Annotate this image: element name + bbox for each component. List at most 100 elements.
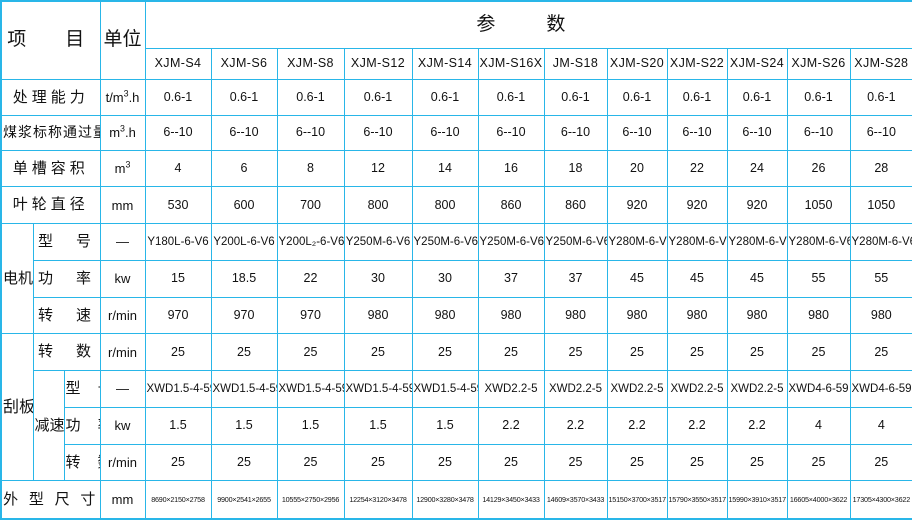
cell: 920 bbox=[666, 186, 728, 225]
model-header-5: XJM-S14 bbox=[411, 47, 479, 80]
cell: 9900×2541×2655 bbox=[210, 480, 278, 520]
group-label-scraper: 刮板机构 bbox=[0, 333, 34, 482]
header-parameter-label: 参 数 bbox=[144, 0, 912, 49]
cell: 0.6-1 bbox=[543, 78, 608, 117]
cell: 0.6-1 bbox=[210, 78, 278, 117]
cell: 17305×4300×3622 bbox=[849, 480, 912, 520]
cell: 6--10 bbox=[144, 115, 212, 151]
header-row-top: 项 目 单位 参 数 bbox=[0, 0, 912, 80]
cell: 0.6-1 bbox=[849, 78, 912, 117]
cell: 22 bbox=[666, 149, 728, 188]
cell: Y280M-6-V6 bbox=[666, 223, 728, 261]
cell: 25 bbox=[849, 443, 912, 482]
cell: 4 bbox=[144, 149, 212, 188]
cell: 14129×3450×3433 bbox=[477, 480, 545, 520]
cell: Y250M-6-V6 bbox=[477, 223, 545, 261]
cell: 15 bbox=[144, 259, 212, 298]
cell: 45 bbox=[726, 259, 788, 298]
cell: 920 bbox=[726, 186, 788, 225]
cell: 18 bbox=[543, 149, 608, 188]
cell: Y250M-6-V6 bbox=[343, 223, 413, 261]
cell: 15790×3550×3517 bbox=[666, 480, 728, 520]
cell: 24 bbox=[726, 149, 788, 188]
model-header-3: XJM-S8 bbox=[276, 47, 345, 80]
cell: 25 bbox=[343, 333, 413, 372]
cell: 860 bbox=[477, 186, 545, 225]
row-unit-overall-dimensions: mm bbox=[99, 480, 146, 520]
cell: XWD2.2-5 bbox=[666, 370, 728, 408]
cell: 30 bbox=[343, 259, 413, 298]
cell: 4 bbox=[849, 406, 912, 445]
cell: 25 bbox=[666, 443, 728, 482]
cell: 700 bbox=[276, 186, 345, 225]
cell: 6--10 bbox=[666, 115, 728, 151]
cell: 800 bbox=[411, 186, 479, 225]
cell: 980 bbox=[606, 296, 668, 335]
cell: 25 bbox=[276, 443, 345, 482]
cell: 25 bbox=[276, 333, 345, 372]
cell: 980 bbox=[726, 296, 788, 335]
cell: 2.2 bbox=[477, 406, 545, 445]
group-label-reducer: 减速机 bbox=[32, 370, 65, 482]
cell: 600 bbox=[210, 186, 278, 225]
cell: 1.5 bbox=[276, 406, 345, 445]
cell: 25 bbox=[849, 333, 912, 372]
cell: Y280M-6-V6 bbox=[606, 223, 668, 261]
cell: 0.6-1 bbox=[606, 78, 668, 117]
cell: Y280M-6-V6 bbox=[849, 223, 912, 261]
table-row-throughput: 煤浆标称通过量 m3.h 6--10 6--10 6--10 6--10 6--… bbox=[0, 115, 912, 151]
cell: XWD4-6-59 bbox=[849, 370, 912, 408]
header-row-models: XJM-S4 XJM-S6 XJM-S8 XJM-S12 XJM-S14 XJM… bbox=[1, 47, 912, 80]
cell: 12 bbox=[343, 149, 413, 188]
cell: 25 bbox=[786, 333, 851, 372]
row-label-reducer-model: 型 号 bbox=[63, 370, 101, 408]
cell: 1050 bbox=[786, 186, 851, 225]
table-row-reducer-power: 功 率 kw 1.5 1.5 1.5 1.5 1.5 2.2 2.2 2.2 2… bbox=[1, 406, 912, 445]
row-unit-reducer-model: — bbox=[99, 370, 146, 408]
cell: 12900×3280×3478 bbox=[411, 480, 479, 520]
cell: 12254×3120×3478 bbox=[343, 480, 413, 520]
cell: XWD4-6-59 bbox=[786, 370, 851, 408]
cell: 530 bbox=[144, 186, 212, 225]
model-header-4: XJM-S12 bbox=[343, 47, 413, 80]
cell: 0.6-1 bbox=[276, 78, 345, 117]
cell: 6--10 bbox=[849, 115, 912, 151]
cell: 25 bbox=[411, 443, 479, 482]
cell: 14609×3570×3433 bbox=[543, 480, 608, 520]
cell: 25 bbox=[786, 443, 851, 482]
cell: 37 bbox=[477, 259, 545, 298]
cell: 25 bbox=[343, 443, 413, 482]
row-unit-reducer-power: kw bbox=[99, 406, 146, 445]
cell: Y280M-6-V6 bbox=[786, 223, 851, 261]
header-item-label: 项 目 bbox=[0, 0, 101, 80]
cell: 25 bbox=[144, 443, 212, 482]
cell: 980 bbox=[786, 296, 851, 335]
cell: 920 bbox=[606, 186, 668, 225]
table-row-capacity: 处理能力 t/m3.h 0.6-1 0.6-1 0.6-1 0.6-1 0.6-… bbox=[0, 78, 912, 117]
table-row-reducer-speed: 转 数 r/min 25 25 25 25 25 25 25 25 25 25 … bbox=[1, 443, 912, 482]
cell: 25 bbox=[477, 443, 545, 482]
cell: 8690×2150×2758 bbox=[144, 480, 212, 520]
cell: 2.2 bbox=[666, 406, 728, 445]
cell: 15990×3910×3517 bbox=[726, 480, 788, 520]
cell: XWD2.2-5 bbox=[543, 370, 608, 408]
cell: 6--10 bbox=[276, 115, 345, 151]
cell: 980 bbox=[849, 296, 912, 335]
row-label-throughput: 煤浆标称通过量 bbox=[0, 115, 101, 151]
row-unit-motor-speed: r/min bbox=[99, 296, 146, 335]
model-header-1: XJM-S4 bbox=[144, 47, 212, 80]
cell: 0.6-1 bbox=[144, 78, 212, 117]
cell: Y200L-6-V6 bbox=[210, 223, 278, 261]
cell: 25 bbox=[144, 333, 212, 372]
cell: 980 bbox=[411, 296, 479, 335]
cell: 25 bbox=[543, 333, 608, 372]
cell: 6--10 bbox=[786, 115, 851, 151]
row-unit-motor-power: kw bbox=[99, 259, 146, 298]
cell: 6--10 bbox=[543, 115, 608, 151]
cell: Y280M-6-V6 bbox=[726, 223, 788, 261]
row-label-reducer-speed: 转 数 bbox=[63, 443, 101, 482]
cell: 1.5 bbox=[343, 406, 413, 445]
cell: 980 bbox=[477, 296, 545, 335]
row-label-reducer-power: 功 率 bbox=[63, 406, 101, 445]
